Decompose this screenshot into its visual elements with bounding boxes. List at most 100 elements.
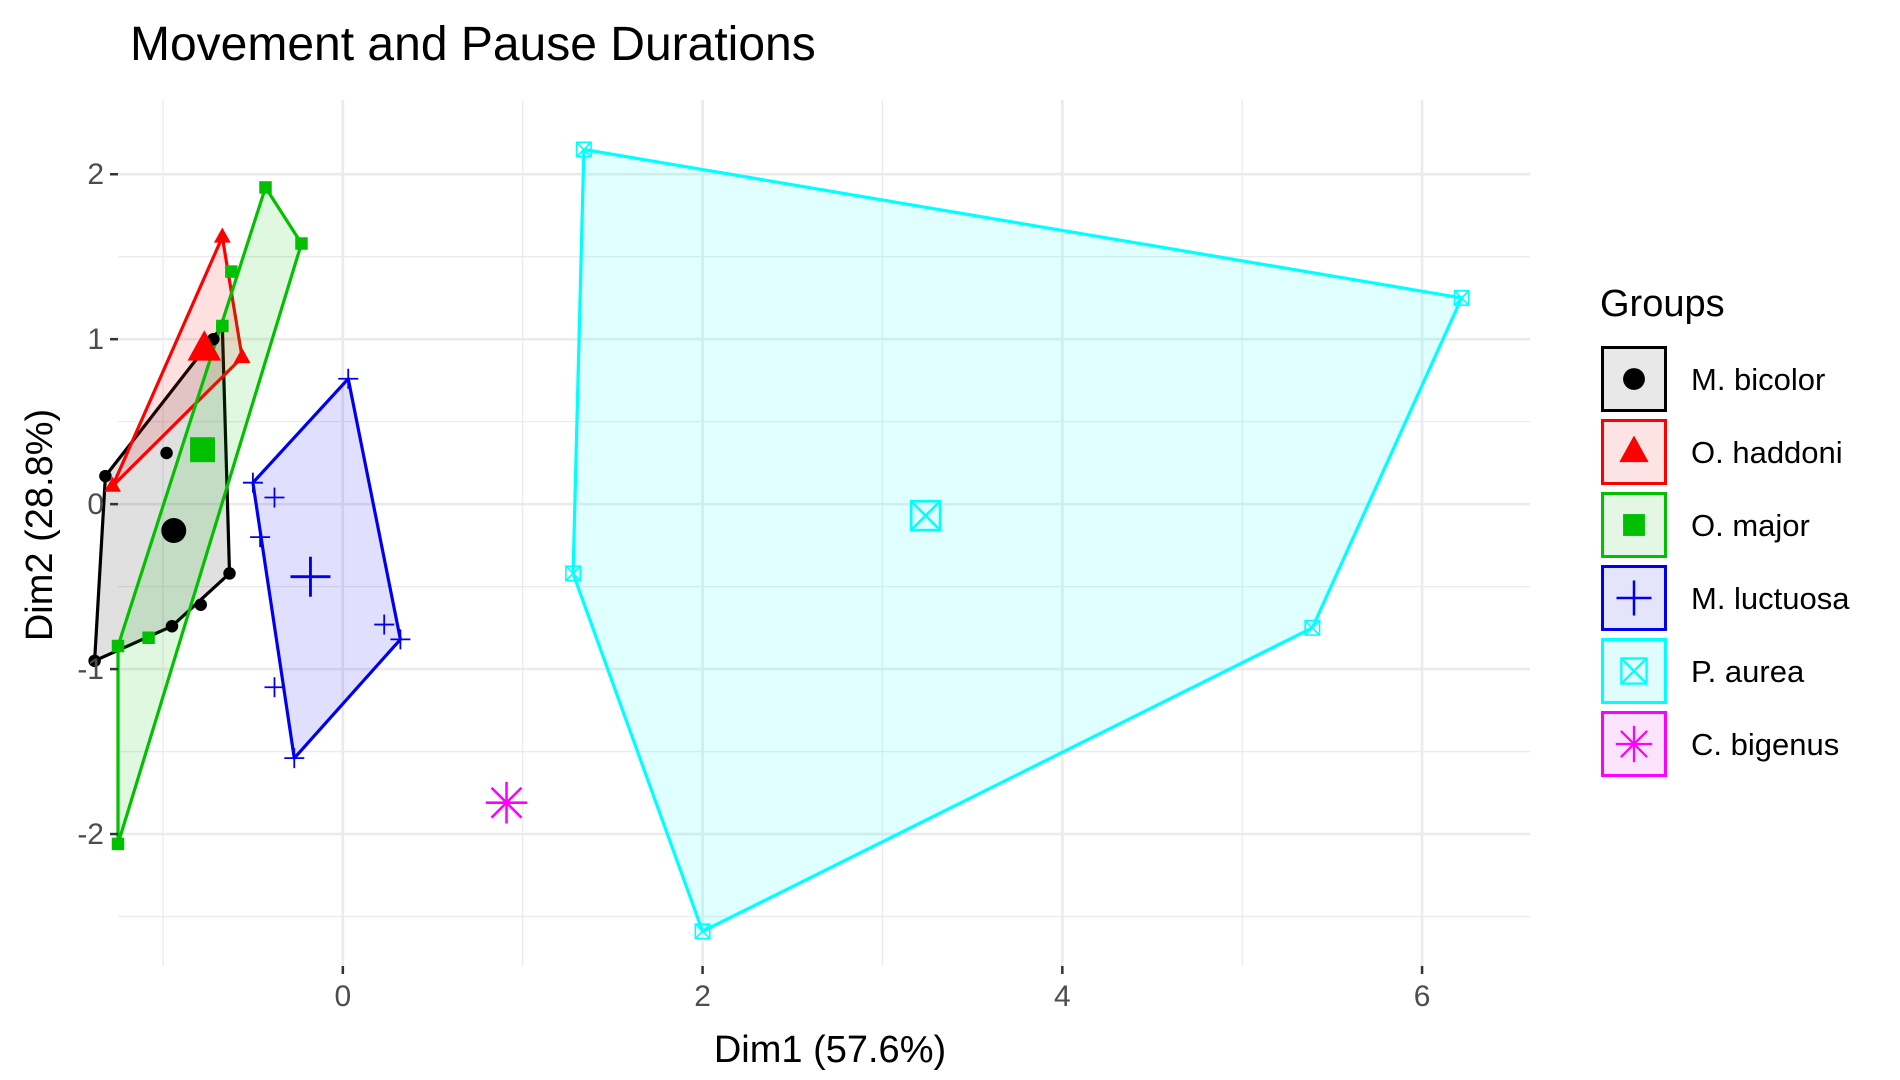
point-o-major xyxy=(111,837,125,851)
centroid-m-bicolor-shape xyxy=(161,518,187,544)
legend-marker-p-aurea-shape xyxy=(1620,657,1648,685)
point-p-aurea-shape xyxy=(694,923,711,940)
centroid-p-aurea-shape xyxy=(909,499,942,532)
legend-marker-m-bicolor xyxy=(1623,368,1645,390)
point-m-bicolor-shape xyxy=(165,619,179,633)
legend-label-m-luctuosa: M. luctuosa xyxy=(1691,581,1850,616)
point-m-bicolor xyxy=(99,469,112,483)
point-o-major-shape xyxy=(142,631,155,644)
point-m-bicolor-shape xyxy=(88,654,101,668)
legend-title: Groups xyxy=(1600,283,1725,325)
point-m-luctuosa xyxy=(264,677,285,698)
centroid-p-aurea xyxy=(909,499,942,532)
point-m-bicolor xyxy=(223,567,236,580)
point-p-aurea-shape xyxy=(1453,289,1470,306)
legend-marker-o-major-shape xyxy=(1623,514,1645,536)
legend-item-o-haddoni: O. haddoni xyxy=(1601,419,1843,485)
y-tick-label: -2 xyxy=(77,818,104,851)
point-o-major xyxy=(142,631,155,644)
point-p-aurea xyxy=(565,565,582,582)
legend-item-o-major: O. major xyxy=(1601,492,1810,558)
point-m-luctuosa xyxy=(390,629,411,650)
legend-marker-p-aurea xyxy=(1620,657,1648,685)
legend-marker-m-bicolor-shape xyxy=(1623,368,1645,390)
legend-item-c-bigenus: C. bigenus xyxy=(1601,711,1839,777)
point-p-aurea-shape xyxy=(565,565,582,582)
point-o-major xyxy=(225,265,238,278)
x-tick-label: 4 xyxy=(1054,980,1071,1013)
grid xyxy=(118,100,1530,966)
point-o-major xyxy=(295,237,308,250)
centroid-m-luctuosa xyxy=(290,556,331,597)
legend-marker-o-major xyxy=(1623,514,1645,536)
legend-marker-o-haddoni xyxy=(1619,435,1649,463)
hull-o-haddoni xyxy=(111,235,244,488)
point-m-luctuosa xyxy=(284,748,305,769)
point-m-bicolor-shape xyxy=(160,446,173,460)
point-m-bicolor-shape xyxy=(194,598,207,611)
point-m-bicolor xyxy=(165,619,179,633)
centroid-c-bigenus xyxy=(485,781,528,824)
legend-key-p-aurea xyxy=(1601,638,1667,704)
point-o-haddoni xyxy=(233,347,251,364)
point-o-major-shape xyxy=(111,837,125,851)
point-m-bicolor-shape xyxy=(223,567,236,580)
point-o-major-shape xyxy=(216,319,229,333)
point-o-major-shape xyxy=(259,181,272,194)
legend-label-c-bigenus: C. bigenus xyxy=(1691,727,1839,762)
y-tick-label: 2 xyxy=(87,158,104,191)
point-m-luctuosa xyxy=(374,614,395,635)
point-o-major-shape xyxy=(111,639,125,653)
legend-marker-c-bigenus xyxy=(1615,725,1653,763)
point-o-haddoni xyxy=(213,227,231,243)
point-p-aurea xyxy=(1304,619,1321,636)
point-layer xyxy=(88,141,1470,940)
point-o-major-shape xyxy=(295,237,308,250)
centroid-o-haddoni-shape xyxy=(187,330,222,361)
point-p-aurea-shape xyxy=(694,923,711,940)
x-tick-label: 2 xyxy=(694,980,711,1013)
legend-marker-m-luctuosa xyxy=(1616,580,1652,616)
legend-marker-p-aurea-shape xyxy=(1620,657,1648,685)
point-o-major xyxy=(259,181,272,194)
point-m-luctuosa xyxy=(250,527,271,548)
point-o-major xyxy=(216,319,229,333)
legend-item-m-bicolor: M. bicolor xyxy=(1601,346,1825,412)
legend: Groups M. bicolor O. haddoni O. major M. lu… xyxy=(1600,283,1850,777)
y-tick-label: 1 xyxy=(87,323,104,356)
point-p-aurea-shape xyxy=(576,141,592,158)
point-p-aurea xyxy=(575,141,592,158)
x-axis-title: Dim1 (57.6%) xyxy=(714,1029,946,1071)
point-m-luctuosa xyxy=(338,368,359,389)
point-p-aurea-shape xyxy=(1304,620,1321,636)
legend-label-o-haddoni: O. haddoni xyxy=(1691,435,1843,470)
point-m-luctuosa xyxy=(242,472,263,493)
point-p-aurea-shape xyxy=(1453,290,1470,306)
point-m-bicolor xyxy=(160,446,173,460)
legend-label-p-aurea: P. aurea xyxy=(1691,654,1805,689)
legend-marker-c-bigenus-shape xyxy=(1620,730,1648,758)
legend-items: M. bicolor O. haddoni O. major M. luctuosa P… xyxy=(1601,346,1850,777)
x-tick-label: 0 xyxy=(334,980,351,1013)
legend-item-p-aurea: P. aurea xyxy=(1601,638,1805,704)
y-axis-title: Dim2 (28.8%) xyxy=(19,409,61,641)
tick-layer: 0 2 4 6 -2 -1 0 1 2 xyxy=(77,158,1430,1013)
y-tick-label: 0 xyxy=(87,488,104,521)
y-tick-label: -1 xyxy=(77,653,104,686)
point-p-aurea-shape xyxy=(575,141,592,158)
point-m-bicolor xyxy=(88,654,101,668)
centroid-o-major xyxy=(190,437,216,463)
centroid-p-aurea-shape xyxy=(910,500,941,531)
legend-marker-o-haddoni-shape xyxy=(1619,435,1649,463)
point-m-bicolor-shape xyxy=(99,469,112,483)
hull-p-aurea xyxy=(571,147,1464,933)
point-p-aurea xyxy=(694,923,711,940)
centroid-c-bigenus-shape xyxy=(490,786,523,819)
point-p-aurea-shape xyxy=(1304,619,1321,636)
point-m-luctuosa xyxy=(264,487,285,508)
point-p-aurea-shape xyxy=(565,565,581,582)
point-m-bicolor xyxy=(194,598,207,611)
point-p-aurea xyxy=(1453,289,1470,306)
legend-item-m-luctuosa: M. luctuosa xyxy=(1601,565,1850,631)
